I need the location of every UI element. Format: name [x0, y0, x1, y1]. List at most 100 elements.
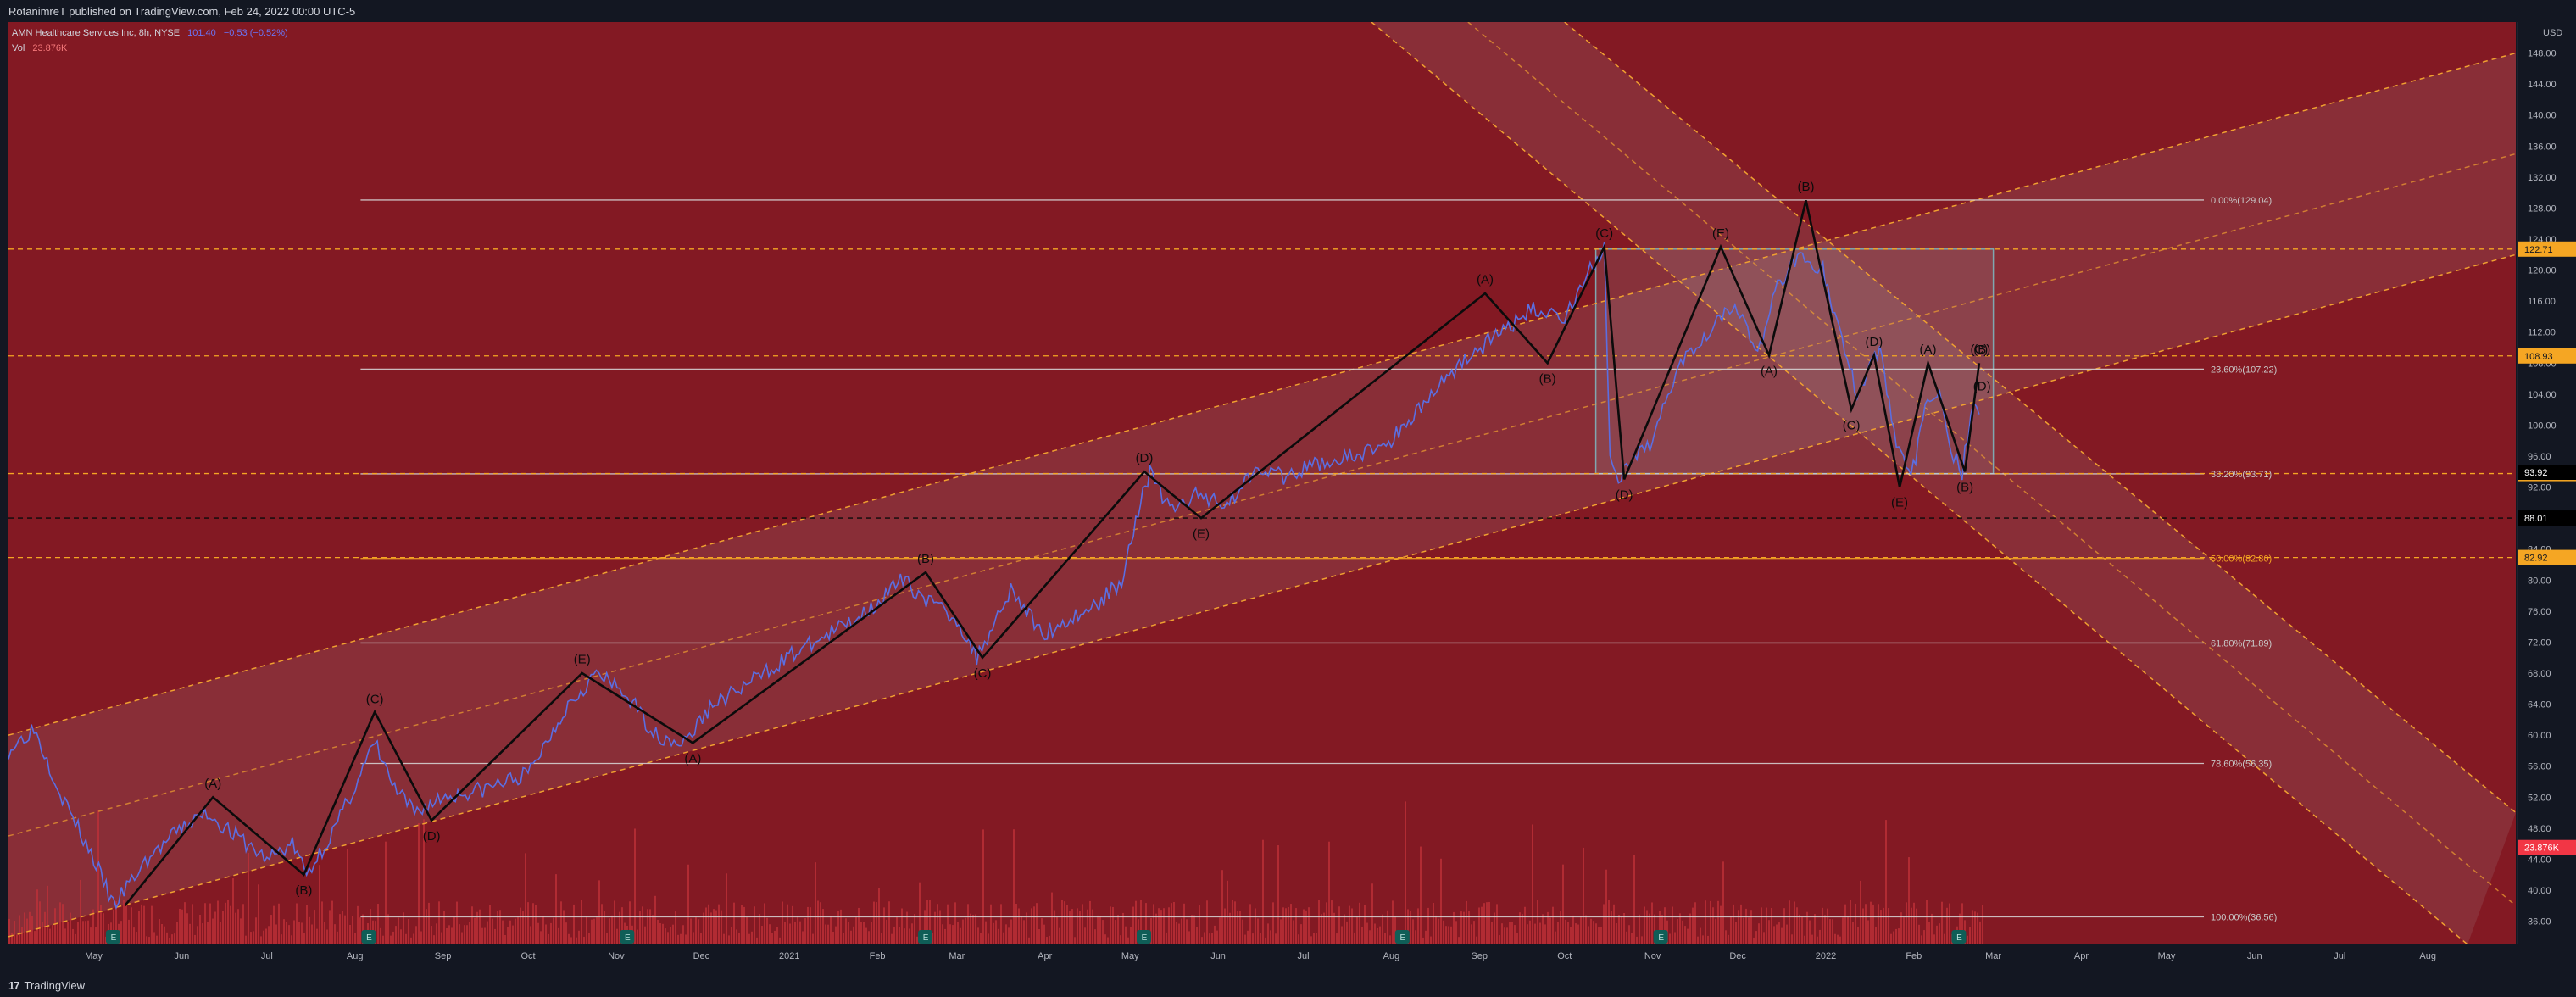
volume-bar [1364, 905, 1366, 944]
volume-bar [1961, 903, 1963, 944]
wave-label: (C) [1595, 226, 1613, 241]
volume-bar [1560, 911, 1561, 944]
volume-bar [1837, 934, 1839, 944]
volume-bar [1870, 901, 1872, 944]
volume-bar [601, 904, 603, 944]
volume-legend-row[interactable]: Vol 23.876K [12, 41, 288, 56]
volume-bar [115, 900, 117, 944]
volume-bar [1728, 934, 1729, 944]
volume-bar [1583, 847, 1584, 944]
current-price-tag-bg [2518, 465, 2576, 481]
volume-bar [1107, 937, 1109, 944]
volume-bar [609, 918, 610, 944]
earnings-marker-letter: E [625, 933, 631, 943]
volume-bar [380, 927, 381, 944]
volume-bar [558, 927, 559, 944]
wave-label: (B) [1973, 343, 1990, 357]
volume-bar [960, 927, 961, 944]
volume-bar [100, 905, 102, 944]
volume-label: Vol [12, 43, 25, 53]
volume-bar [39, 901, 41, 944]
volume-bar [1588, 926, 1589, 944]
volume-bar [169, 937, 170, 944]
volume-bar [802, 931, 804, 944]
volume-bar [1204, 932, 1205, 944]
volume-bar [131, 907, 132, 944]
volume-bar [1282, 907, 1284, 944]
volume-bar [1333, 912, 1335, 944]
volume-bar [1178, 923, 1180, 944]
volume-bar [245, 935, 247, 944]
level-price-tag: 82.92 [2524, 554, 2548, 564]
volume-bar [1613, 904, 1615, 944]
volume-bar [1697, 936, 1699, 944]
volume-bar [1608, 900, 1610, 944]
volume-bar [453, 917, 455, 944]
volume-bar [1852, 922, 1854, 944]
up-channel-upper-line [8, 52, 2516, 736]
volume-bar [1926, 900, 1928, 944]
volume-bar [1079, 911, 1081, 944]
volume-bar [637, 929, 638, 944]
volume-bar [214, 911, 216, 944]
volume-bar [873, 901, 875, 944]
volume-bar [1382, 914, 1383, 944]
volume-bar [1931, 913, 1933, 944]
volume-bar [1440, 858, 1442, 944]
volume-bar [926, 900, 928, 944]
x-tick-label: Mar [949, 951, 965, 961]
earnings-marker-letter: E [1658, 933, 1664, 943]
volume-bar [540, 931, 542, 944]
volume-bar [1043, 924, 1045, 944]
volume-bar [1865, 904, 1867, 944]
x-tick-label: Apr [2074, 951, 2089, 961]
volume-bar [1369, 930, 1371, 944]
volume-bar [1285, 908, 1287, 944]
volume-bar [1585, 915, 1587, 944]
symbol-legend-row[interactable]: AMN Healthcare Services Inc, 8h, NYSE 10… [12, 25, 288, 41]
volume-bar [685, 934, 687, 944]
volume-bar [937, 904, 938, 944]
volume-bar [581, 900, 582, 944]
volume-bar [103, 913, 104, 944]
wave-label: (D) [1865, 335, 1883, 349]
volume-bar [1715, 918, 1716, 944]
volume-bar [596, 916, 598, 944]
volume-bar [97, 810, 99, 944]
volume-bar [901, 908, 903, 944]
x-tick-label: Dec [1729, 951, 1746, 961]
volume-bar [1077, 908, 1078, 944]
volume-bar [1567, 922, 1569, 944]
volume-bar [1384, 933, 1386, 944]
volume-bar [1453, 911, 1455, 944]
volume-bar [1616, 923, 1617, 944]
volume-bar [199, 914, 201, 944]
wave-label: (A) [1477, 273, 1494, 287]
volume-bar [1420, 846, 1422, 944]
volume-bar [1562, 864, 1564, 944]
volume-bar [80, 879, 81, 944]
volume-bar [1885, 820, 1887, 944]
volume-bar [138, 911, 140, 944]
tradingview-logo[interactable]: 17 TradingView [8, 979, 85, 992]
volume-bar [1572, 915, 1574, 944]
earnings-marker-letter: E [1956, 933, 1962, 943]
volume-bar [1112, 906, 1114, 944]
volume-bar [1529, 920, 1531, 944]
volume-bar [1664, 907, 1666, 944]
volume-bar [253, 931, 254, 944]
symbol-name[interactable]: AMN Healthcare Services Inc, 8h, NYSE [12, 28, 181, 38]
volume-bar [1026, 912, 1027, 944]
volume-bar [977, 927, 979, 944]
volume-bar [535, 904, 537, 944]
volume-bar [248, 852, 249, 944]
volume-bar [426, 909, 427, 944]
volume-bar [148, 937, 150, 944]
y-tick-label: 52.00 [2528, 793, 2551, 803]
volume-bar [578, 930, 580, 944]
volume-bar [1679, 913, 1681, 944]
volume-bar [1211, 933, 1213, 944]
volume-bar [448, 925, 450, 944]
volume-bar [395, 926, 397, 944]
